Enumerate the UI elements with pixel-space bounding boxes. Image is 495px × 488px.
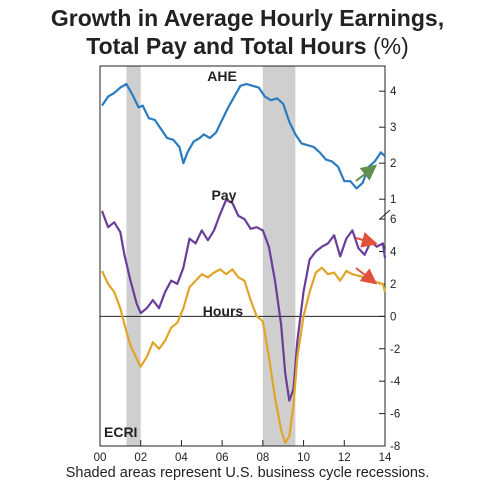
y-tick-label: -6 <box>390 409 400 421</box>
ecri-logo: ECRI <box>104 424 137 440</box>
y-tick-label: 2 <box>390 279 396 291</box>
x-tick-label: 14 <box>379 452 392 464</box>
series-lines <box>100 82 387 444</box>
x-tick-label: 12 <box>338 452 351 464</box>
y-tick-label: 4 <box>390 247 397 259</box>
x-tick-label: 10 <box>297 452 310 464</box>
chart-title-line2: Total Pay and Total Hours (%) <box>0 32 495 60</box>
x-tick-label: 08 <box>256 452 269 464</box>
series-label-ahe: AHE <box>207 68 237 84</box>
plot-frame <box>99 65 386 447</box>
footnote: Shaded areas represent U.S. business cyc… <box>65 465 430 481</box>
x-tick-label: 02 <box>134 452 147 464</box>
series-line-ahe <box>101 82 386 190</box>
series-labels: AHE Pay Hours <box>203 68 244 319</box>
recession-band-1 <box>126 66 141 446</box>
chart-title-line1: Growth in Average Hourly Earnings, <box>50 5 445 31</box>
y-tick-label: 6 <box>390 214 396 226</box>
y-tick-label: 2 <box>390 158 396 170</box>
ahe-up-arrow <box>355 164 378 182</box>
y-tick-label: 3 <box>390 122 396 134</box>
y-tick-label: 0 <box>390 311 396 323</box>
hours-down-arrow <box>355 267 378 285</box>
series-line-hours <box>101 266 387 444</box>
y-tick-label: 1 <box>390 194 396 206</box>
y-tick-label: -4 <box>390 376 401 388</box>
pay-down-arrow <box>355 232 378 248</box>
x-tick-label: 06 <box>216 452 229 464</box>
trend-arrows <box>355 164 378 285</box>
chart-title-line2-text: Total Pay and Total Hours <box>86 33 367 59</box>
chart-title-unit: (%) <box>372 33 409 59</box>
recession-shading <box>126 66 296 446</box>
series-label-pay: Pay <box>212 187 237 203</box>
x-tick-label: 00 <box>94 452 107 464</box>
recession-band-2 <box>262 66 296 446</box>
y-tick-label: 4 <box>390 86 397 98</box>
y-tick-label: -2 <box>390 344 400 356</box>
series-line-pay <box>100 198 387 402</box>
x-tick-label: 04 <box>175 452 188 464</box>
y-tick-label: -8 <box>390 441 400 453</box>
axis-break-icon <box>379 209 391 220</box>
series-label-hours: Hours <box>203 303 244 319</box>
